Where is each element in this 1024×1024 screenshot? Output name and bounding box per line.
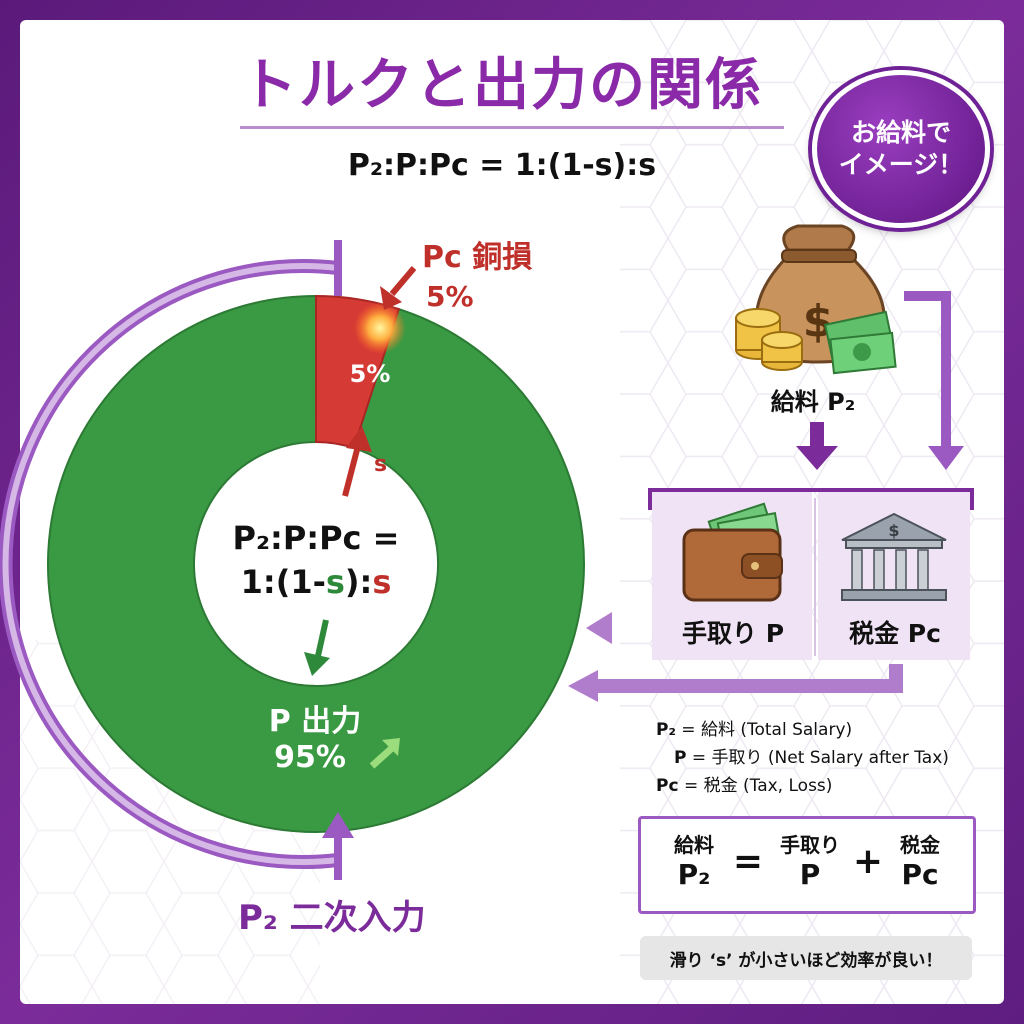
definition-item: Pc = 税金 (Tax, Loss) [656, 772, 996, 800]
tax-to-ring-arrow-shaft [596, 664, 903, 693]
tax-to-ring-arrow-head [568, 670, 598, 702]
page-title: トルクと出力の関係 [241, 53, 763, 118]
loss-glow-icon [354, 302, 406, 354]
output-arrow-shaft [315, 619, 329, 657]
top-formula: P₂:P:Pc = 1:(1-s):s [0, 148, 1004, 183]
badge-line-2: イメージ！ [838, 150, 964, 179]
center-ratio-line-2: 1:(1-s):s [196, 560, 436, 604]
cash-stack-icon [823, 310, 897, 375]
s-arrow-shaft [342, 445, 361, 497]
equals-sign: = [732, 841, 764, 882]
ratio-part-b: ): [344, 563, 373, 601]
split-bracket [648, 488, 974, 510]
definitions-list: P₂ = 給料 (Total Salary) P = 手取り (Net Sala… [656, 716, 996, 800]
badge-line-1: お給料で [850, 117, 951, 147]
definition-item: P₂ = 給料 (Total Salary) [656, 716, 996, 744]
ratio-s-green: s [325, 563, 345, 601]
equation-term-tax: 税金 Pc [885, 829, 955, 891]
growth-arrow-shaft [369, 745, 395, 769]
definition-symbol: P [674, 748, 687, 768]
salary-image-badge: お給料で イメージ！ [812, 70, 990, 228]
equation-word: 給料 [674, 833, 714, 857]
growth-arrow-head [382, 738, 400, 756]
input-label: P₂ 二次入力 [238, 898, 426, 938]
s-arrow-label: s [374, 452, 388, 477]
bank-icon: $ [841, 512, 947, 601]
output-percent: 95% [274, 740, 346, 775]
copper-loss-percent: 5% [426, 280, 474, 313]
equation-term-salary: 給料 P₂ [659, 829, 729, 891]
copper-loss-label: Pc 銅損 [422, 240, 533, 275]
definition-text: = 給料 (Total Salary) [675, 720, 853, 740]
efficiency-note: 滑り ‘s’ が小さいほど効率が良い！ [640, 936, 972, 980]
definition-item: P = 手取り (Net Salary after Tax) [656, 744, 996, 772]
loss-slice-label: 5% [349, 360, 391, 388]
ring-center [196, 444, 436, 684]
definition-symbol: Pc [656, 776, 679, 796]
tax-label: 税金 Pc [849, 619, 941, 648]
equation-symbol: P₂ [677, 858, 711, 891]
equation-word: 手取り [780, 833, 840, 857]
output-label: P 出力 [268, 704, 362, 739]
copper-loss-pointer-head [380, 286, 402, 310]
net-to-output-arrow-head [586, 612, 612, 644]
svg-text:$: $ [888, 521, 899, 540]
definition-text: = 手取り (Net Salary after Tax) [686, 748, 949, 768]
copper-loss-pointer-shaft [389, 266, 417, 296]
center-ratio-line-1: P₂:P:Pc = [232, 519, 400, 557]
title-divider [240, 126, 784, 129]
salary-down-arrow-head [796, 446, 838, 470]
top-formula-text: P₂:P:Pc = 1:(1-s):s [347, 148, 657, 183]
output-ring-segment [47, 294, 585, 833]
input-bracket-arrowhead [322, 812, 354, 838]
ratio-part-a: 1:(1- [240, 563, 326, 601]
output-arrow-head [304, 652, 330, 676]
input-bracket-arc-highlight [2, 263, 339, 865]
plus-sign: + [852, 841, 884, 882]
salary-equation-box: 給料 P₂ = 手取り P + 税金 Pc [638, 816, 976, 914]
salary-label: 給料 P₂ [770, 388, 856, 416]
wallet-icon [682, 502, 783, 602]
coins-icon [735, 308, 803, 371]
equation-term-net: 手取り P [765, 829, 855, 891]
center-ratio: P₂:P:Pc = 1:(1-s):s [196, 516, 436, 604]
equation-symbol: Pc [901, 858, 939, 891]
definition-symbol: P₂ [656, 720, 676, 740]
s-arrow-head [346, 426, 372, 452]
tax-flow-arrowhead [928, 446, 964, 470]
definition-text: = 税金 (Tax, Loss) [678, 776, 833, 796]
ratio-s-red: s [372, 563, 392, 601]
equation-word: 税金 [900, 833, 940, 857]
net-salary-label: 手取り P [681, 619, 785, 648]
salary-down-arrow-shaft [810, 422, 824, 448]
equation-symbol: P [799, 858, 821, 891]
tax-flow-path [904, 291, 951, 446]
